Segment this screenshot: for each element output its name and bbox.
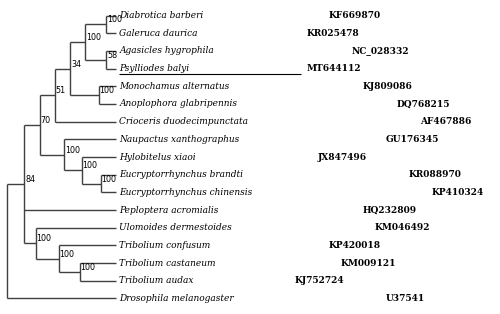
Text: Drosophila melanogaster: Drosophila melanogaster	[120, 294, 234, 303]
Text: 100: 100	[102, 175, 116, 183]
Text: Psylliodes balyi: Psylliodes balyi	[120, 64, 190, 73]
Text: DQ768215: DQ768215	[397, 100, 450, 108]
Text: 58: 58	[107, 51, 118, 60]
Text: KJ809086: KJ809086	[363, 82, 413, 91]
Text: AF467886: AF467886	[420, 117, 471, 126]
Text: Tribolium castaneum: Tribolium castaneum	[120, 259, 216, 268]
Text: KR025478: KR025478	[306, 29, 359, 38]
Text: KM009121: KM009121	[340, 259, 396, 268]
Text: Agasicles hygrophila: Agasicles hygrophila	[120, 46, 214, 55]
Text: GU176345: GU176345	[386, 135, 439, 144]
Text: HQ232809: HQ232809	[363, 206, 417, 214]
Text: Tribolium confusum: Tribolium confusum	[120, 241, 210, 250]
Text: 100: 100	[60, 250, 74, 259]
Text: 34: 34	[71, 60, 81, 68]
Text: Hylobitelus xiaoi: Hylobitelus xiaoi	[120, 153, 196, 161]
Text: 100: 100	[86, 33, 101, 42]
Text: 100: 100	[65, 146, 80, 155]
Text: 100: 100	[100, 86, 114, 95]
Text: JX847496: JX847496	[318, 153, 366, 161]
Text: Diabrotica barberi: Diabrotica barberi	[120, 11, 204, 20]
Text: U37541: U37541	[386, 294, 425, 303]
Text: Ulomoides dermestoides: Ulomoides dermestoides	[120, 223, 232, 232]
Text: KJ752724: KJ752724	[295, 276, 344, 285]
Text: KP410324: KP410324	[431, 188, 484, 197]
Text: KM046492: KM046492	[374, 223, 430, 232]
Text: Anoplophora glabripennis: Anoplophora glabripennis	[120, 100, 238, 108]
Text: MT644112: MT644112	[306, 64, 361, 73]
Text: Eucryptorrhynchus brandti: Eucryptorrhynchus brandti	[120, 170, 244, 179]
Text: NC_028332: NC_028332	[352, 46, 409, 55]
Text: Peploptera acromialis: Peploptera acromialis	[120, 206, 219, 214]
Text: Crioceris duodecimpunctata: Crioceris duodecimpunctata	[120, 117, 248, 126]
Text: KF669870: KF669870	[329, 11, 381, 20]
Text: 100: 100	[82, 161, 98, 170]
Text: 70: 70	[40, 116, 50, 125]
Text: 100: 100	[36, 234, 52, 243]
Text: 100: 100	[80, 263, 96, 272]
Text: Galeruca daurica: Galeruca daurica	[120, 29, 198, 38]
Text: Tribolium audax: Tribolium audax	[120, 276, 194, 285]
Text: Eucryptorrhynchus chinensis: Eucryptorrhynchus chinensis	[120, 188, 252, 197]
Text: 51: 51	[56, 86, 66, 95]
Text: 100: 100	[107, 15, 122, 24]
Text: KP420018: KP420018	[329, 241, 381, 250]
Text: 84: 84	[25, 175, 35, 184]
Text: Naupactus xanthographus: Naupactus xanthographus	[120, 135, 240, 144]
Text: KR088970: KR088970	[408, 170, 462, 179]
Text: Monochamus alternatus: Monochamus alternatus	[120, 82, 230, 91]
